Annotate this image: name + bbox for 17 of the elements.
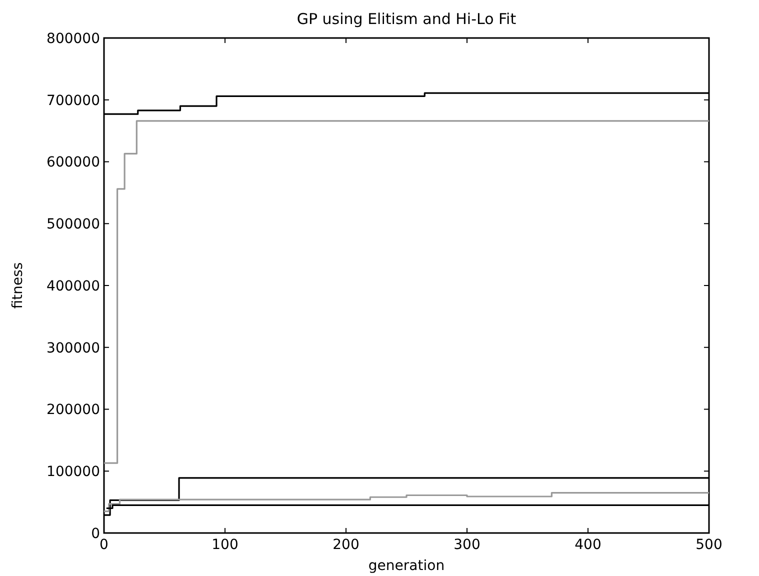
y-axis-title: fitness <box>10 262 26 309</box>
y-tick-label: 400000 <box>46 278 100 294</box>
y-tick-label: 500000 <box>46 216 100 233</box>
chart-title: GP using Elitism and Hi-Lo Fit <box>296 10 516 28</box>
y-tick-label: 100000 <box>46 464 100 480</box>
x-tick-label: 200 <box>332 537 360 553</box>
x-tick-label: 500 <box>696 537 722 553</box>
y-tick-label: 300000 <box>46 340 100 356</box>
x-tick-label: 100 <box>212 537 238 553</box>
x-tick-label: 400 <box>574 537 602 553</box>
y-tick-label: 0 <box>91 526 100 542</box>
y-tick-label: 700000 <box>46 92 100 109</box>
y-tick-label: 800000 <box>46 30 100 47</box>
x-tick-label: 300 <box>454 537 480 553</box>
y-tick-label: 600000 <box>46 154 100 171</box>
x-axis-title: generation <box>368 558 445 574</box>
y-tick-label: 200000 <box>46 402 100 418</box>
